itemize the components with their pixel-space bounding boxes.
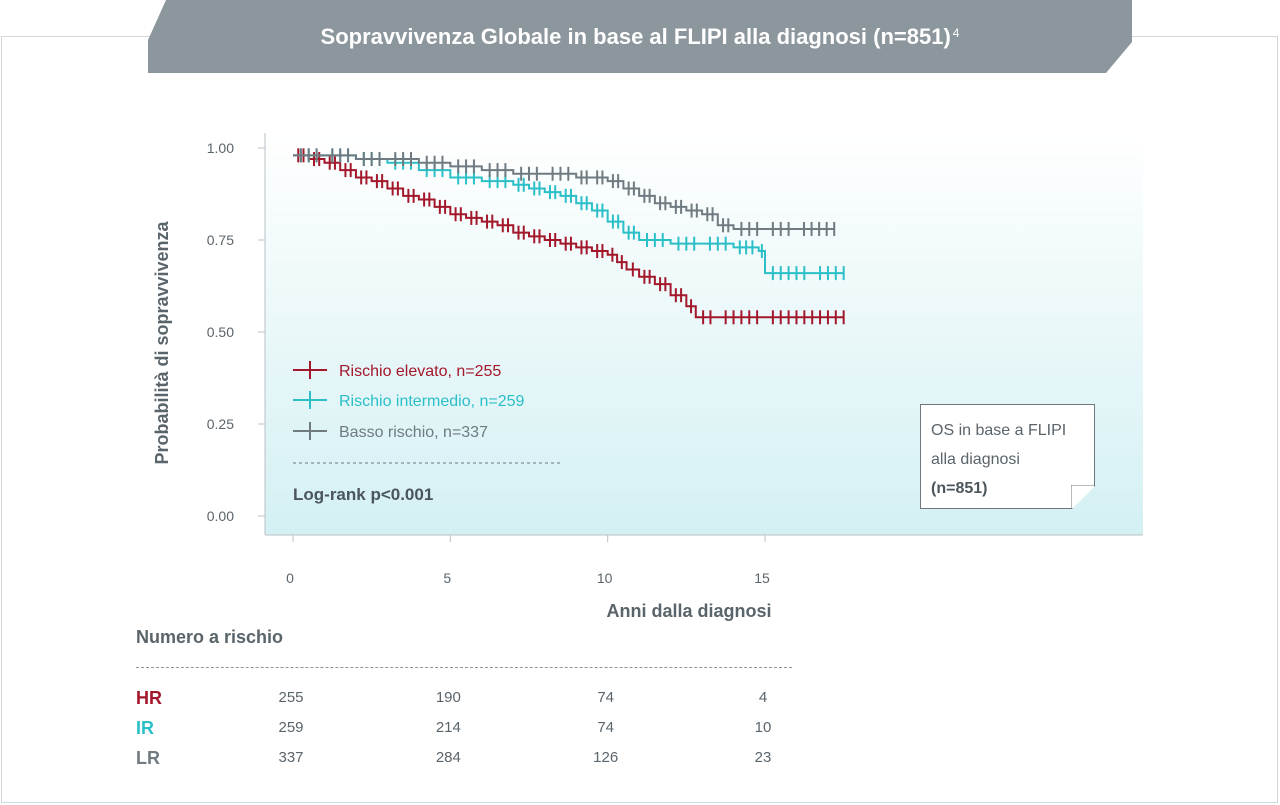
y-tick-label: 0.00 <box>207 508 234 524</box>
os-note-box: OS in base a FLIPI alla diagnosi (n=851) <box>920 404 1095 509</box>
risk-row-label: HR <box>136 688 162 708</box>
y-tick-label: 0.50 <box>207 324 234 340</box>
x-tick-label: 15 <box>754 570 770 586</box>
risk-cell: 259 <box>278 719 304 736</box>
x-axis-title: Anni dalla diagnosi <box>606 601 771 621</box>
legend-label-2: Rischio intermedio, n=259 <box>339 393 525 410</box>
risk-table-title: Numero a rischio <box>136 627 284 647</box>
risk-cell: 190 <box>435 689 461 706</box>
y-tick-label: 0.75 <box>207 232 234 248</box>
x-tick-label: 5 <box>443 570 451 586</box>
y-axis-title: Probabilità di sopravvivenza <box>152 220 172 464</box>
risk-row-label: LR <box>136 748 160 768</box>
censor-marks-1 <box>297 148 837 325</box>
risk-table-divider <box>136 667 792 668</box>
risk-cell: 337 <box>278 749 304 766</box>
y-tick-label: 0.25 <box>207 416 234 432</box>
log-rank-stat: Log-rank p<0.001 <box>293 485 433 504</box>
censor-marks-3 <box>299 148 828 236</box>
legend-label-3: Basso rischio, n=337 <box>339 424 488 441</box>
risk-cell: 4 <box>758 689 768 706</box>
km-curve-1 <box>293 154 844 319</box>
os-note-line-2: alla diagnosi <box>931 451 1020 468</box>
legend-label-1: Rischio elevato, n=255 <box>339 363 501 380</box>
risk-cell: 284 <box>435 749 461 766</box>
risk-row-label: IR <box>136 718 154 738</box>
os-note-fold <box>1071 485 1095 509</box>
x-tick-label: 0 <box>286 570 294 586</box>
y-tick-label: 1.00 <box>207 140 234 156</box>
chart-title: Sopravvivenza Globale in base al FLIPI a… <box>320 23 951 49</box>
os-note-line-1: OS in base a FLIPI <box>931 422 1067 439</box>
risk-cell: 214 <box>435 719 461 736</box>
x-tick-label: 10 <box>597 570 613 586</box>
title-reference: 4 <box>952 25 960 40</box>
risk-cell: 74 <box>597 689 614 706</box>
risk-cell: 74 <box>597 719 614 736</box>
km-curve-3 <box>293 154 835 230</box>
title-banner: Sopravvivenza Globale in base al FLIPI a… <box>148 0 1132 73</box>
risk-cell: 126 <box>593 749 619 766</box>
risk-cell: 23 <box>754 749 772 766</box>
km-curve-2 <box>293 154 844 275</box>
os-note-line-3: (n=851) <box>931 480 988 497</box>
risk-cell: 255 <box>278 689 304 706</box>
risk-cell: 10 <box>754 719 772 736</box>
